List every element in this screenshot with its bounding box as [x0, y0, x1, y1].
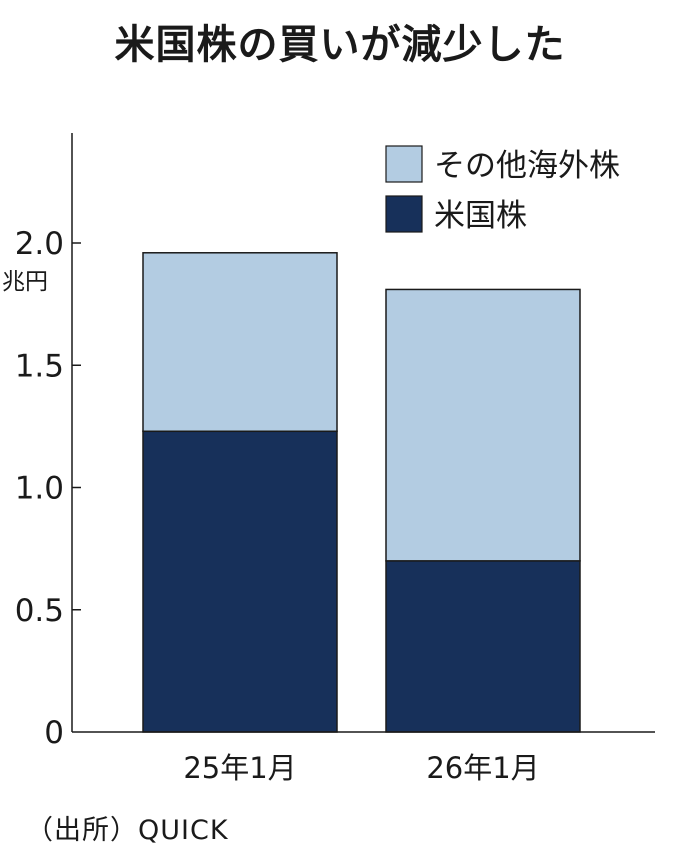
y-tick-label: 1.5 [15, 348, 64, 384]
y-tick-label: 2.0 [15, 226, 64, 262]
legend-label: 米国株 [434, 198, 527, 234]
bar-us-stocks-2 [385, 560, 581, 733]
bar-us-stocks-1 [142, 430, 338, 733]
legend-swatch-other-foreign-stocks [385, 145, 423, 183]
bar-other-foreign-stocks-2 [385, 288, 581, 562]
source-note: （出所）QUICK [26, 815, 229, 846]
x-tick-label: 25年1月 [183, 751, 296, 785]
y-tick-label: 1.0 [15, 471, 64, 507]
x-tick-label: 26年1月 [426, 751, 539, 785]
legend-label: その他海外株 [434, 148, 620, 184]
chart-title: 米国株の買いが減少した [114, 22, 566, 68]
legend-swatch-us-stocks [385, 195, 423, 233]
bar-other-foreign-stocks-1 [142, 252, 338, 433]
y-tick-label: 0.5 [15, 593, 64, 629]
y-tick-label: 0 [44, 715, 64, 751]
y-unit-label: 兆円 [2, 269, 48, 295]
